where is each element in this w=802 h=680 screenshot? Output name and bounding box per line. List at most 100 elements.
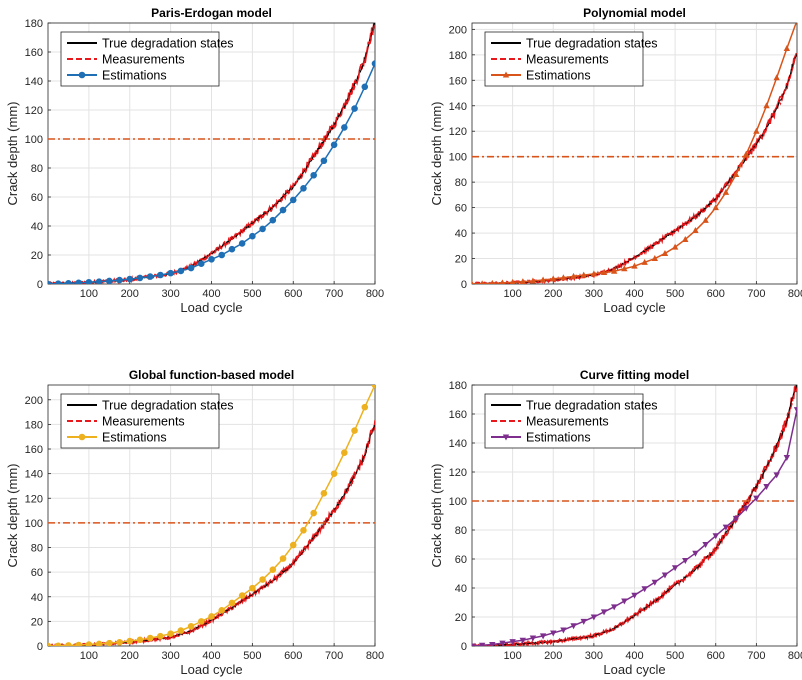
chart-title: Polynomial model (583, 6, 686, 20)
estimation-point (167, 269, 174, 277)
legend-measurements-label: Measurements (526, 53, 609, 67)
x-tick-label: 200 (544, 288, 562, 300)
chart-title: Curve fitting model (580, 368, 689, 382)
estimation-point (116, 639, 123, 646)
estimation-point (167, 630, 174, 637)
x-tick-label: 700 (325, 650, 343, 662)
estimation-point (509, 639, 516, 646)
x-tick-label: 500 (243, 288, 261, 300)
x-tick-label: 700 (747, 288, 765, 300)
estimation-point (712, 533, 719, 540)
estimation-point (580, 618, 587, 625)
estimation-point (753, 495, 760, 502)
legend-marker (78, 71, 86, 79)
estimation-point (320, 157, 328, 165)
y-tick-label: 120 (25, 105, 43, 117)
y-tick-label: 40 (455, 228, 467, 240)
estimation-point (499, 279, 505, 284)
legend-marker (78, 433, 86, 441)
estimation-point (330, 470, 338, 477)
estimation-point (116, 276, 123, 284)
estimation-point (773, 74, 780, 81)
x-tick-label: 400 (625, 650, 643, 662)
estimation-point (600, 609, 608, 616)
estimation-point (289, 541, 297, 549)
y-tick-label: 0 (37, 641, 43, 653)
estimation-point (351, 427, 358, 434)
estimation-point (621, 265, 628, 272)
estimation-point (157, 271, 164, 279)
estimation-point (279, 555, 287, 562)
estimation-point (621, 598, 628, 605)
estimation-point (218, 251, 226, 259)
y-tick-label: 60 (455, 203, 467, 215)
estimation-point (472, 280, 474, 284)
estimation-point (289, 196, 297, 204)
estimation-point (773, 472, 780, 479)
x-tick-label: 500 (243, 650, 261, 662)
estimation-point (330, 141, 338, 149)
estimation-point (550, 630, 557, 637)
y-tick-label: 100 (449, 152, 467, 164)
x-tick-label: 500 (666, 650, 684, 662)
x-tick-label: 400 (625, 288, 643, 300)
estimation-point (259, 576, 266, 583)
estimation-point (320, 490, 328, 497)
estimation-point (341, 449, 348, 457)
estimation-point (85, 641, 93, 646)
estimation-point (177, 627, 185, 634)
estimation-point (651, 579, 659, 586)
estimation-point (580, 271, 587, 278)
y-axis-label: Crack depth (mm) (429, 463, 444, 567)
y-axis-label: Crack depth (mm) (429, 101, 444, 205)
legend: True degradation states Measurements Estim… (60, 393, 234, 449)
estimation-point (743, 150, 750, 157)
estimation-point (85, 278, 93, 284)
plot-content (472, 385, 797, 646)
estimation-point (310, 509, 317, 517)
estimation-point (65, 642, 72, 646)
estimation-point (228, 599, 236, 607)
estimation-point (712, 204, 719, 211)
estimation-point (478, 642, 486, 646)
estimation-point (661, 572, 669, 579)
estimation-point (671, 243, 679, 250)
y-tick-label: 200 (25, 395, 43, 407)
estimation-point (489, 642, 496, 646)
x-tick-label: 600 (284, 650, 302, 662)
estimation-point (753, 127, 760, 134)
y-tick-label: 20 (455, 254, 467, 266)
estimation-point (472, 643, 476, 646)
estimation-point (218, 606, 226, 614)
estimation-point (75, 279, 82, 284)
estimation-point (600, 269, 608, 276)
estimation-point (95, 640, 103, 646)
legend: True degradation states Measurements Estim… (60, 31, 234, 87)
legend: True degradation states Measurements Estim… (484, 393, 658, 449)
estimation-point (371, 60, 375, 67)
estimation-point (208, 613, 215, 620)
estimation-point (187, 264, 195, 272)
estimation-point (48, 642, 52, 646)
x-tick-label: 100 (503, 650, 521, 662)
estimation-point (793, 407, 797, 414)
estimation-point (529, 277, 537, 284)
estimation-point (702, 542, 709, 548)
estimation-point (570, 272, 577, 279)
estimation-point (75, 641, 82, 646)
estimation-point (146, 273, 154, 280)
estimation-point (570, 623, 577, 630)
estimation-point (341, 124, 348, 131)
estimation-point (65, 279, 72, 284)
estimation-point (610, 267, 618, 274)
y-tick-label: 140 (449, 101, 467, 113)
x-tick-label: 300 (585, 650, 603, 662)
x-tick-label: 500 (666, 288, 684, 300)
panel-1: 100 200 300 400 500 600 700 800 0 20 40 60 80 100 120 1… (5, 6, 384, 315)
x-tick-label: 400 (202, 650, 220, 662)
y-tick-label: 140 (25, 469, 43, 481)
estimation-point (682, 557, 689, 564)
estimation-point (732, 171, 740, 178)
estimation-point (702, 216, 709, 223)
